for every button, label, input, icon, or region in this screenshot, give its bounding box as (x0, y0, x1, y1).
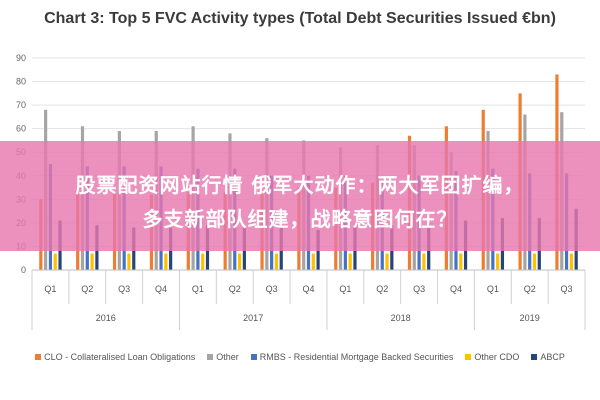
x-tick-label: Q2 (229, 284, 241, 294)
legend-item: RMBS - Residential Mortgage Backed Secur… (250, 352, 454, 362)
y-tick-label: 60 (16, 124, 26, 134)
bar (569, 253, 573, 270)
x-tick-label: Q3 (118, 284, 130, 294)
bar (90, 253, 94, 270)
x-tick-label: Q1 (192, 284, 204, 294)
legend-label: ABCP (540, 352, 565, 362)
headline-line-2: 多支新部队组建，战略意图何在？ (142, 207, 458, 231)
legend-item: ABCP (531, 352, 565, 362)
year-label: 2018 (391, 313, 411, 323)
legend-label: RMBS - Residential Mortgage Backed Secur… (259, 352, 454, 362)
x-tick-label: Q3 (266, 284, 278, 294)
bar (237, 253, 242, 270)
bar (201, 253, 205, 270)
bar (164, 253, 168, 270)
y-tick-label: 0 (21, 265, 26, 275)
legend-item: Other (207, 352, 239, 362)
legend-swatch (465, 354, 472, 360)
year-label: 2016 (96, 313, 116, 323)
legend-swatch (207, 354, 214, 360)
x-tick-label: Q2 (524, 284, 536, 294)
bar (459, 253, 463, 270)
bar (274, 253, 279, 270)
x-tick-label: Q2 (376, 284, 388, 294)
legend-item: Other CDO (465, 352, 519, 362)
x-tick-label: Q2 (81, 284, 93, 294)
year-label: 2019 (520, 313, 540, 323)
y-tick-label: 90 (16, 53, 26, 63)
legend-swatch (531, 354, 538, 360)
bar (53, 253, 57, 270)
bar (348, 253, 352, 270)
legend-swatch (35, 354, 42, 360)
year-label: 2017 (243, 313, 263, 323)
x-tick-label: Q1 (487, 284, 499, 294)
bar (422, 253, 426, 270)
x-tick-label: Q3 (413, 284, 425, 294)
y-tick-label: 80 (16, 77, 26, 87)
chart-title: Chart 3: Top 5 FVC Activity types (Total… (44, 10, 556, 27)
legend-item: CLO - Collateralised Loan Obligations (35, 352, 195, 362)
legend-swatch (250, 354, 257, 360)
x-tick-label: Q1 (339, 284, 351, 294)
x-tick-label: Q1 (44, 284, 56, 294)
bar (496, 253, 500, 270)
x-tick-label: Q4 (155, 284, 167, 294)
x-tick-label: Q4 (302, 284, 314, 294)
headline-banner[interactable]: 股票配资网站行情 俄军大动作：两大军团扩编， 多支新部队组建，战略意图何在？ (0, 141, 600, 251)
bar (127, 253, 131, 270)
legend-label: Other CDO (474, 352, 520, 362)
chart-legend: CLO - Collateralised Loan Obligations Oth… (0, 352, 600, 362)
bar (311, 253, 315, 270)
headline-line-1: 股票配资网站行情 俄军大动作：两大军团扩编， (75, 173, 525, 197)
x-tick-label: Q4 (450, 284, 462, 294)
legend-label: CLO - Collateralised Loan Obligations (44, 352, 196, 362)
y-tick-label: 70 (16, 100, 26, 110)
x-tick-label: Q3 (561, 284, 573, 294)
bar (532, 253, 537, 270)
bar (385, 253, 389, 270)
legend-label: Other (216, 352, 239, 362)
